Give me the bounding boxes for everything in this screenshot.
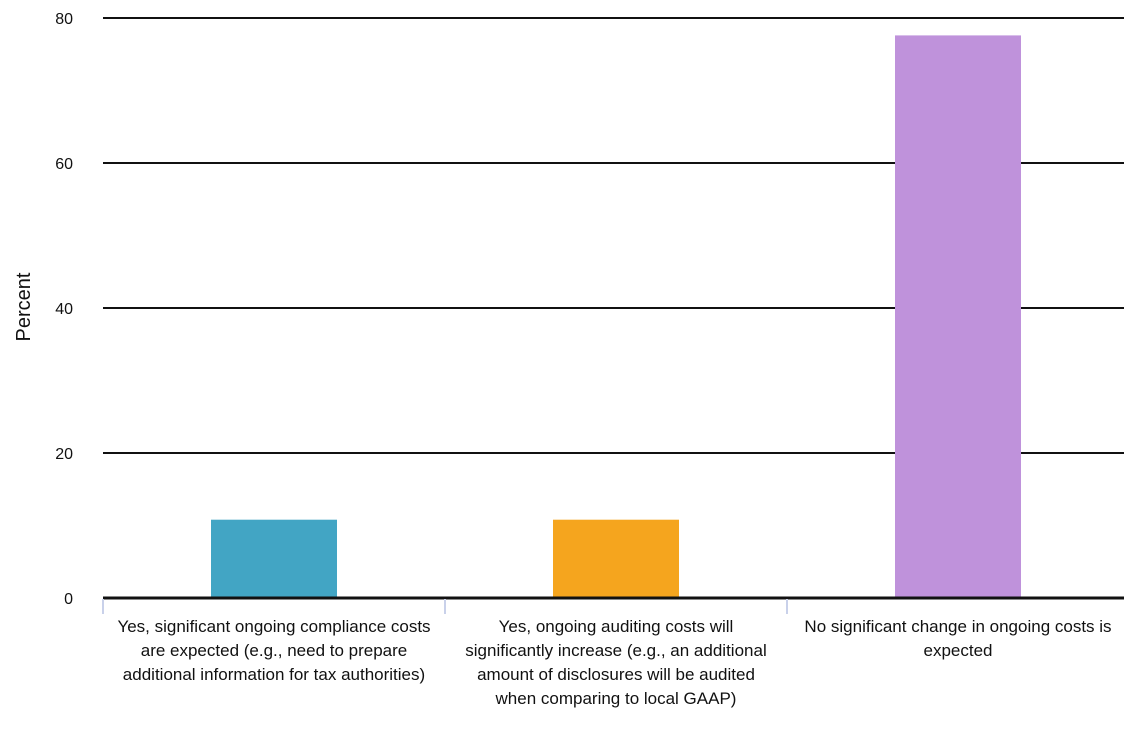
bars xyxy=(211,35,1021,598)
bar-3 xyxy=(895,35,1021,598)
y-axis-ticks: 0 20 40 60 80 xyxy=(55,11,73,608)
y-tick-label: 0 xyxy=(64,591,73,608)
x-category-label: No significant change in ongoing costs i… xyxy=(804,617,1112,660)
bar-2 xyxy=(553,519,679,598)
y-tick-label: 20 xyxy=(55,446,73,463)
x-category-label: Yes, ongoing auditing costs will signifi… xyxy=(465,617,767,708)
y-tick-label: 60 xyxy=(55,156,73,173)
x-category-label: Yes, significant ongoing compliance cost… xyxy=(117,617,431,684)
x-axis-ticks xyxy=(102,599,788,614)
y-tick-label: 80 xyxy=(55,11,73,28)
y-tick-label: 40 xyxy=(55,301,73,318)
bar-1 xyxy=(211,519,337,598)
y-axis-title: Percent xyxy=(13,272,35,341)
